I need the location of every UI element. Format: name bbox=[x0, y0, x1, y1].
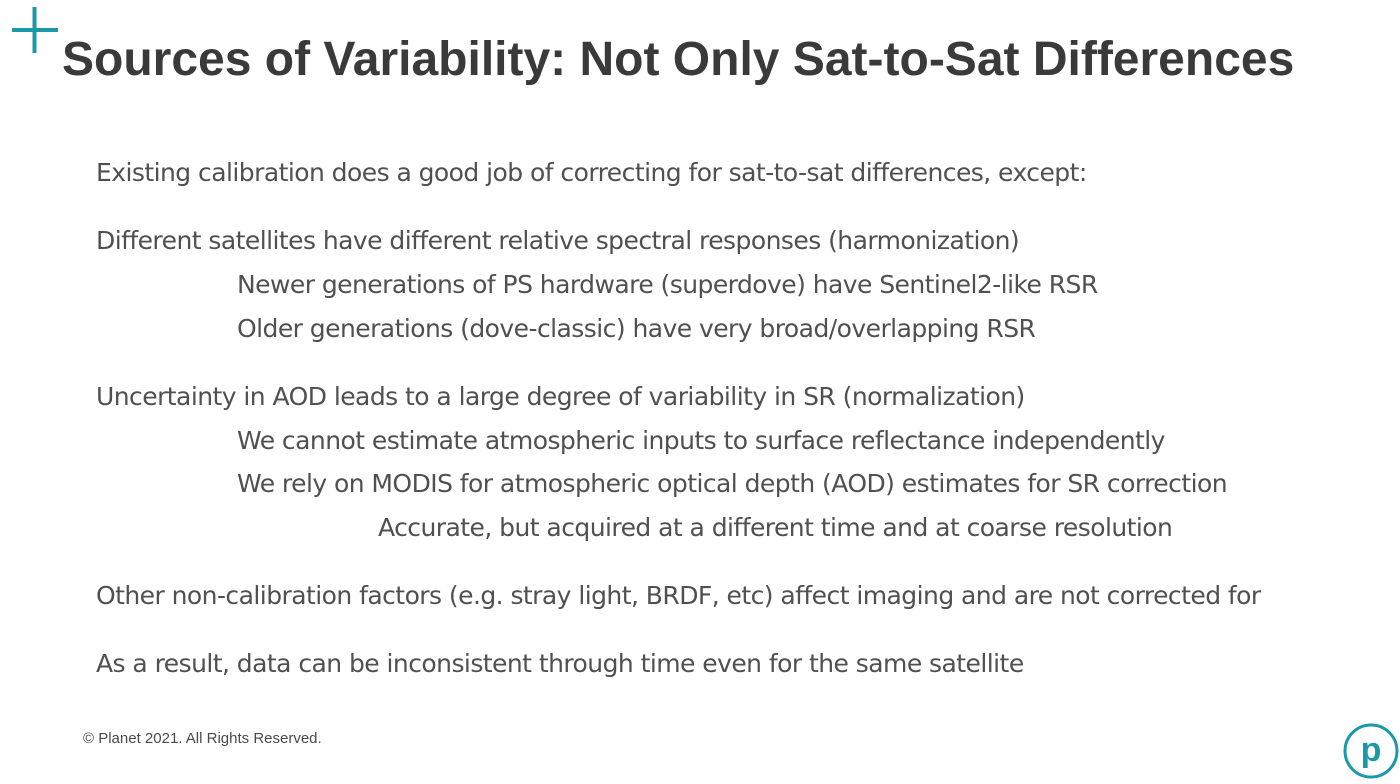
bullet-non-calibration-factors: Other non-calibration factors (e.g. stra… bbox=[96, 581, 1261, 610]
slide-title: Sources of Variability: Not Only Sat-to-… bbox=[62, 33, 1295, 86]
sub-sub-bullet-accuracy: Accurate, but acquired at a different ti… bbox=[378, 513, 1173, 542]
sub-bullet-dove-classic: Older generations (dove-classic) have ve… bbox=[237, 314, 1036, 343]
sub-bullet-modis: We rely on MODIS for atmospheric optical… bbox=[237, 469, 1228, 498]
bullet-spectral-responses: Different satellites have different rela… bbox=[96, 226, 1020, 255]
planet-logo: p bbox=[1343, 723, 1399, 779]
bullet-calibration-intro: Existing calibration does a good job of … bbox=[96, 158, 1087, 187]
bullet-conclusion: As a result, data can be inconsistent th… bbox=[96, 649, 1024, 678]
plus-icon bbox=[12, 7, 58, 53]
sub-bullet-atmospheric-inputs: We cannot estimate atmospheric inputs to… bbox=[237, 426, 1165, 455]
copyright-footer: © Planet 2021. All Rights Reserved. bbox=[83, 730, 322, 747]
sub-bullet-superdove: Newer generations of PS hardware (superd… bbox=[237, 270, 1098, 299]
bullet-aod-uncertainty: Uncertainty in AOD leads to a large degr… bbox=[96, 382, 1025, 411]
logo-letter: p bbox=[1361, 731, 1382, 769]
